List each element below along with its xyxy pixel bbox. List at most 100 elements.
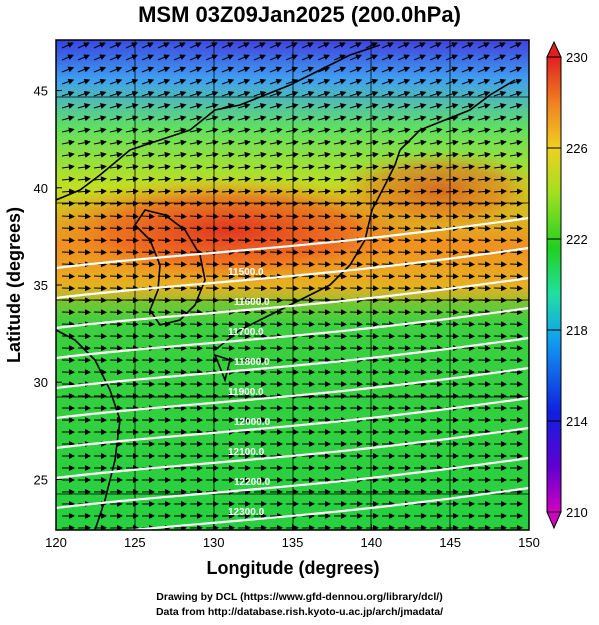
colorbar-tick-label: 226 [566, 141, 588, 156]
wind-arrow [317, 213, 331, 220]
x-ticks: 120 125 130 135 140 145 150 [45, 524, 540, 550]
wind-arrow [445, 176, 459, 183]
wind-arrow [349, 151, 363, 158]
wind-arrow [269, 213, 283, 220]
wind-arrow [365, 54, 378, 61]
wind-arrow [461, 200, 475, 207]
wind-arrow [509, 249, 523, 256]
wind-arrow [445, 90, 459, 97]
wind-arrow [253, 103, 267, 109]
height-contour-line [56, 336, 529, 390]
height-contour-label: 12100.0 [228, 447, 265, 458]
wind-arrow [269, 176, 283, 183]
wind-arrow [189, 237, 203, 244]
wind-arrow [397, 200, 411, 207]
wind-arrow [317, 225, 331, 232]
wind-arrow [333, 225, 347, 232]
wind-arrow [445, 78, 459, 85]
wind-arrow [461, 225, 475, 232]
wind-arrow [189, 127, 203, 134]
wind-arrow [269, 237, 283, 244]
wind-arrow [301, 213, 315, 220]
wind-arrow [125, 164, 139, 171]
wind-arrow [413, 139, 427, 146]
wind-arrow [125, 103, 139, 109]
wind-arrow [173, 115, 187, 122]
wind-arrow [365, 78, 379, 85]
wind-arrow [365, 42, 378, 49]
wind-arrow [61, 139, 75, 146]
wind-arrow [93, 42, 106, 49]
wind-arrow [109, 213, 123, 220]
wind-arrow [381, 90, 395, 97]
wind-arrow [77, 237, 91, 244]
wind-arrow [445, 42, 458, 49]
wind-arrow [125, 90, 139, 97]
wind-arrow [237, 176, 251, 183]
wind-arrow [397, 42, 410, 49]
wind-arrow [189, 54, 202, 61]
wind-arrow [157, 225, 171, 232]
colorbar: 230 226 222 218 214 210 [546, 40, 588, 530]
wind-arrow [269, 249, 283, 256]
wind-arrow [365, 127, 379, 134]
wind-arrow [461, 213, 475, 220]
wind-arrow [397, 176, 411, 183]
wind-arrow [157, 200, 171, 207]
wind-arrow [509, 164, 523, 171]
wind-arrow [61, 90, 75, 97]
colorbar-upper-arrow [546, 40, 562, 58]
wind-arrow [397, 237, 411, 244]
wind-arrow [269, 151, 283, 158]
wind-arrow [317, 151, 331, 158]
wind-arrow [333, 188, 347, 195]
wind-arrow [157, 66, 171, 73]
wind-arrow [301, 188, 315, 195]
wind-arrow [173, 164, 187, 171]
wind-arrow [285, 66, 299, 73]
wind-arrow [221, 213, 235, 220]
wind-arrow [237, 66, 251, 73]
wind-arrow [317, 78, 331, 85]
wind-arrow [109, 164, 123, 171]
wind-arrow [445, 164, 459, 171]
wind-arrow [317, 188, 331, 195]
wind-arrow [253, 42, 266, 49]
wind-arrow [109, 90, 123, 97]
wind-arrow [157, 176, 171, 183]
wind-arrow [333, 176, 347, 183]
wind-arrow [125, 213, 139, 220]
wind-arrow [109, 200, 123, 207]
wind-arrow [93, 115, 107, 122]
wind-arrow [125, 237, 139, 244]
wind-arrow [301, 164, 315, 171]
wind-arrow [157, 54, 170, 61]
wind-arrow [125, 115, 139, 122]
height-contour-line [56, 306, 529, 360]
wind-arrow [109, 127, 123, 134]
x-tick-label: 120 [45, 535, 67, 550]
wind-arrow [109, 115, 123, 122]
wind-arrow [253, 213, 267, 220]
wind-arrow [301, 54, 314, 61]
wind-arrow [77, 200, 91, 207]
wind-arrow [317, 42, 330, 49]
wind-arrow [189, 139, 203, 146]
wind-arrow [93, 151, 107, 158]
wind-arrow [365, 200, 379, 207]
wind-arrow [157, 151, 171, 158]
wind-arrow [413, 42, 426, 49]
wind-arrow [461, 78, 475, 85]
wind-arrow [381, 127, 395, 134]
wind-arrow [285, 200, 299, 207]
wind-arrow [141, 225, 155, 232]
wind-arrow [237, 151, 251, 158]
credit-data: Data from http://database.rish.kyoto-u.a… [155, 606, 444, 618]
height-contours [56, 216, 529, 530]
wind-arrow [93, 225, 107, 232]
wind-arrow [509, 103, 523, 109]
wind-arrow [173, 127, 187, 134]
wind-arrow [173, 225, 187, 232]
wind-arrow [173, 237, 187, 244]
wind-arrow [397, 54, 410, 61]
